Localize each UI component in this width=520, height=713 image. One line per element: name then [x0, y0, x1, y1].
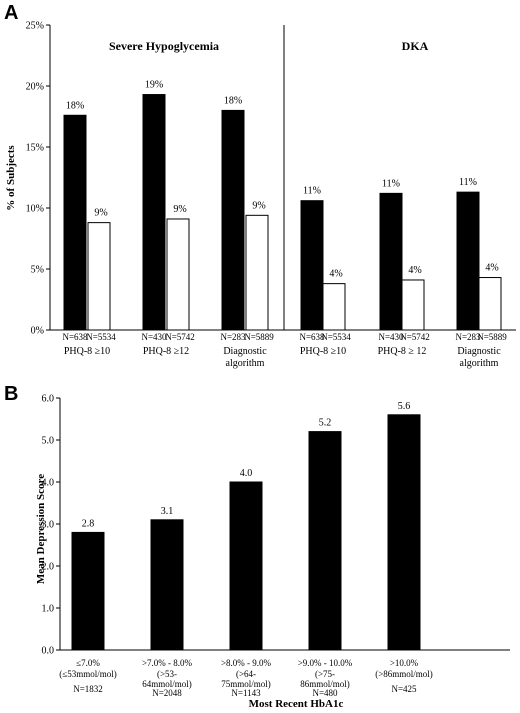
- panel-b-data-label: 5.6: [398, 401, 411, 412]
- panel-a-bar-depressed: [63, 114, 87, 331]
- panel-a-category-label: Diagnostic: [223, 346, 267, 357]
- panel-a-data-label: 19%: [145, 80, 163, 91]
- panel-label-a: A: [4, 2, 18, 24]
- panel-b-data-label: 4.0: [240, 468, 253, 479]
- panel-a-bar-not-depressed: [87, 222, 111, 331]
- panel-a-category-label: algorithm: [226, 358, 265, 369]
- panel-b-category-label: (≤53mmol/mol): [59, 669, 116, 679]
- panel-b-category-label: (>75-: [315, 669, 335, 679]
- panel-a-data-label: 9%: [252, 200, 265, 211]
- panel-a-bar-not-depressed: [401, 279, 425, 331]
- panel-b-category-label: >7.0% - 8.0%: [142, 658, 193, 668]
- panel-a-data-label: 11%: [459, 177, 477, 188]
- panel-a-n-label: N=638: [299, 332, 325, 342]
- panel-b-data-label: 2.8: [82, 518, 95, 529]
- panel-b-category-label: >10.0%: [390, 658, 419, 668]
- panel-b-y-tick-label: 0.0: [42, 646, 55, 657]
- panel-a-bar-depressed: [142, 94, 166, 331]
- panel-b-y-axis-title: Mean Depression Score: [35, 474, 47, 584]
- panel-a-data-label: 11%: [303, 186, 321, 197]
- panel-b-category-label: >9.0% - 10.0%: [298, 658, 353, 668]
- panel-a-n-label: N=638: [62, 332, 88, 342]
- panel-a-bar-depressed: [379, 192, 403, 331]
- panel-a-data-label: 4%: [329, 269, 342, 280]
- panel-b-category-label: (>53-: [157, 669, 177, 679]
- panel-a-bar-not-depressed: [322, 283, 346, 331]
- panel-b-category-label: (>86mmol/mol): [375, 669, 433, 679]
- panel-a-y-tick-label: 5%: [31, 265, 44, 276]
- panel-a-category-label: PHQ-8 ≥ 12: [378, 346, 427, 357]
- panel-a-y-axis-title: % of Subjects: [5, 145, 17, 211]
- panel-a-y-tick-label: 0%: [31, 326, 44, 337]
- panel-label-b: B: [4, 383, 18, 405]
- panel-b-n-label: N=2048: [152, 688, 182, 698]
- panel-b-chart: 0.0 1.0 2.0 3.0 4.0 5.0 6.0 2.8 ≤7.0%(≤53mmol/mo…: [42, 394, 510, 698]
- panel-b-n-label: N=1832: [73, 684, 103, 694]
- panel-a-data-label: 18%: [66, 100, 84, 111]
- panel-a-category-label: PHQ-8 ≥10: [64, 346, 110, 357]
- panel-a-n-label: N=5742: [165, 332, 195, 342]
- panel-b-category-label: 64mmol/mol): [142, 679, 192, 689]
- panel-b-category-label: ≤7.0%: [76, 658, 100, 668]
- panel-b-bar: [308, 431, 342, 651]
- panel-a-bar-depressed: [300, 200, 324, 331]
- panel-a-n-label: N=430: [378, 332, 404, 342]
- panel-a-y-tick-label: 10%: [26, 204, 44, 215]
- panel-b-data-label: 5.2: [319, 418, 332, 429]
- panel-a-category-label: PHQ-8 ≥10: [300, 346, 346, 357]
- panel-b-y-tick-label: 1.0: [42, 604, 55, 615]
- panel-a-bar-not-depressed: [245, 214, 269, 331]
- panel-a-data-label: 9%: [94, 208, 107, 219]
- panel-b-y-tick-label: 2.0: [42, 562, 55, 573]
- panel-a-n-label: N=283: [220, 332, 246, 342]
- panel-a-data-label: 18%: [224, 95, 242, 106]
- panel-b-data-label: 3.1: [161, 506, 174, 517]
- panel-b-n-label: N=1143: [231, 688, 261, 698]
- panel-b-y-tick-label: 4.0: [42, 478, 55, 489]
- panel-a-bar-not-depressed: [166, 218, 190, 331]
- panel-a-category-label: algorithm: [460, 358, 499, 369]
- panel-a-data-label: 11%: [382, 178, 400, 189]
- panel-b-y-tick-label: 5.0: [42, 436, 55, 447]
- panel-a-bar-depressed: [456, 191, 480, 331]
- panel-b-category-label: >8.0% - 9.0%: [221, 658, 272, 668]
- panel-a-n-label: N=283: [455, 332, 481, 342]
- group-title-severe-hypoglycemia: Severe Hypoglycemia: [109, 39, 219, 53]
- panel-a-category-label: PHQ-8 ≥12: [143, 346, 189, 357]
- panel-a-category-label: Diagnostic: [457, 346, 501, 357]
- panel-a-bar-depressed: [221, 109, 245, 331]
- panel-a-n-label: N=5889: [244, 332, 274, 342]
- panel-b-x-axis-title: Most Recent HbA1c: [249, 698, 344, 710]
- panel-a-data-label: 4%: [408, 265, 421, 276]
- panel-a-n-label: N=430: [141, 332, 167, 342]
- panel-b-category-label: 75mmol/mol): [221, 679, 271, 689]
- panel-a-n-label: N=5534: [86, 332, 116, 342]
- panel-a-y-tick-label: 15%: [26, 143, 44, 154]
- group-title-dka: DKA: [402, 39, 429, 53]
- panel-b-category-label: 86mmol/mol): [300, 679, 350, 689]
- panel-a-bar-not-depressed: [478, 277, 502, 331]
- panel-b-bar: [150, 519, 184, 651]
- panel-b-n-label: N=480: [312, 688, 338, 698]
- panel-a-data-label: 4%: [485, 263, 498, 274]
- panel-b-bar: [71, 531, 105, 651]
- panel-a-n-label: N=5889: [477, 332, 507, 342]
- panel-a-y-tick-label: 25%: [26, 21, 44, 32]
- panel-a-y-tick-label: 20%: [26, 82, 44, 93]
- panel-a-n-label: N=5534: [321, 332, 351, 342]
- panel-a-n-label: N=5742: [400, 332, 430, 342]
- panel-a-data-label: 9%: [173, 204, 186, 215]
- panel-b-n-label: N=425: [391, 684, 417, 694]
- panel-b-y-tick-label: 6.0: [42, 394, 55, 405]
- panel-b-bar: [387, 414, 421, 651]
- panel-b-category-label: (>64-: [236, 669, 256, 679]
- panel-b-bar: [229, 481, 263, 651]
- panel-b-y-tick-label: 3.0: [42, 520, 55, 531]
